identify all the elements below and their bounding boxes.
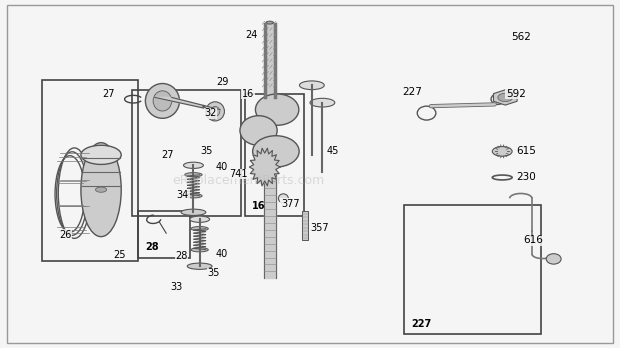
- Ellipse shape: [81, 145, 122, 164]
- Text: 35: 35: [208, 268, 220, 278]
- Text: 34: 34: [177, 190, 189, 200]
- Ellipse shape: [492, 147, 512, 156]
- Text: 357: 357: [311, 223, 329, 233]
- Bar: [302, 211, 308, 240]
- Circle shape: [498, 93, 513, 102]
- Bar: [245, 94, 304, 216]
- Text: 25: 25: [113, 250, 126, 260]
- Text: 40: 40: [215, 162, 228, 172]
- Ellipse shape: [187, 263, 212, 269]
- Polygon shape: [249, 148, 280, 186]
- Text: 230: 230: [516, 173, 536, 182]
- Ellipse shape: [210, 106, 219, 116]
- Text: 40: 40: [215, 249, 228, 259]
- Text: 377: 377: [281, 199, 299, 208]
- Text: 27: 27: [161, 150, 174, 160]
- Ellipse shape: [253, 136, 299, 167]
- Text: 16: 16: [252, 200, 266, 211]
- Ellipse shape: [546, 254, 561, 264]
- Ellipse shape: [255, 94, 299, 125]
- Ellipse shape: [206, 102, 224, 121]
- Ellipse shape: [185, 173, 202, 177]
- Text: 227: 227: [412, 319, 432, 329]
- Text: 615: 615: [516, 147, 536, 156]
- Text: 592: 592: [506, 89, 526, 99]
- Text: 227: 227: [402, 87, 422, 97]
- Ellipse shape: [153, 91, 172, 111]
- Text: 27: 27: [102, 89, 115, 99]
- Text: 28: 28: [145, 242, 159, 252]
- Text: 741: 741: [229, 169, 248, 179]
- Ellipse shape: [240, 116, 277, 145]
- Bar: [132, 90, 241, 216]
- Text: 24: 24: [245, 30, 257, 40]
- Text: 33: 33: [170, 282, 183, 292]
- Ellipse shape: [181, 209, 206, 215]
- Ellipse shape: [191, 227, 208, 231]
- Text: 29: 29: [216, 77, 228, 87]
- Ellipse shape: [299, 81, 324, 89]
- Text: eReplacementParts.com: eReplacementParts.com: [172, 174, 324, 188]
- Ellipse shape: [278, 194, 288, 203]
- Text: 35: 35: [200, 147, 213, 156]
- Ellipse shape: [184, 162, 203, 168]
- Ellipse shape: [185, 194, 202, 198]
- Ellipse shape: [190, 216, 210, 222]
- Bar: [42, 80, 138, 261]
- Text: 28: 28: [175, 251, 188, 261]
- Text: 616: 616: [523, 235, 543, 245]
- Text: 32: 32: [205, 108, 217, 118]
- Bar: [138, 211, 190, 258]
- Text: 16: 16: [242, 89, 254, 99]
- Ellipse shape: [266, 21, 273, 24]
- Polygon shape: [155, 97, 220, 110]
- Text: 26: 26: [59, 230, 71, 240]
- Ellipse shape: [310, 98, 335, 107]
- Ellipse shape: [191, 248, 208, 252]
- Ellipse shape: [95, 187, 107, 192]
- Ellipse shape: [145, 84, 180, 118]
- Ellipse shape: [81, 143, 122, 237]
- Text: 45: 45: [327, 147, 339, 156]
- Bar: [404, 205, 541, 334]
- Text: 562: 562: [511, 32, 531, 41]
